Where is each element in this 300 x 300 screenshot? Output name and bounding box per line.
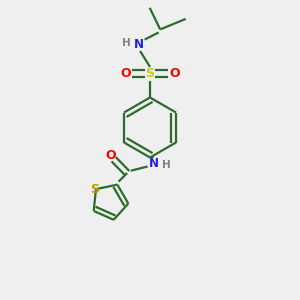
Text: S: S [146, 67, 154, 80]
Text: H: H [162, 160, 171, 170]
Text: O: O [169, 67, 180, 80]
Text: N: N [148, 157, 159, 170]
Text: O: O [120, 67, 131, 80]
Text: N: N [134, 38, 144, 52]
Text: O: O [105, 149, 116, 162]
Text: S: S [90, 183, 99, 196]
Text: H: H [122, 38, 130, 49]
